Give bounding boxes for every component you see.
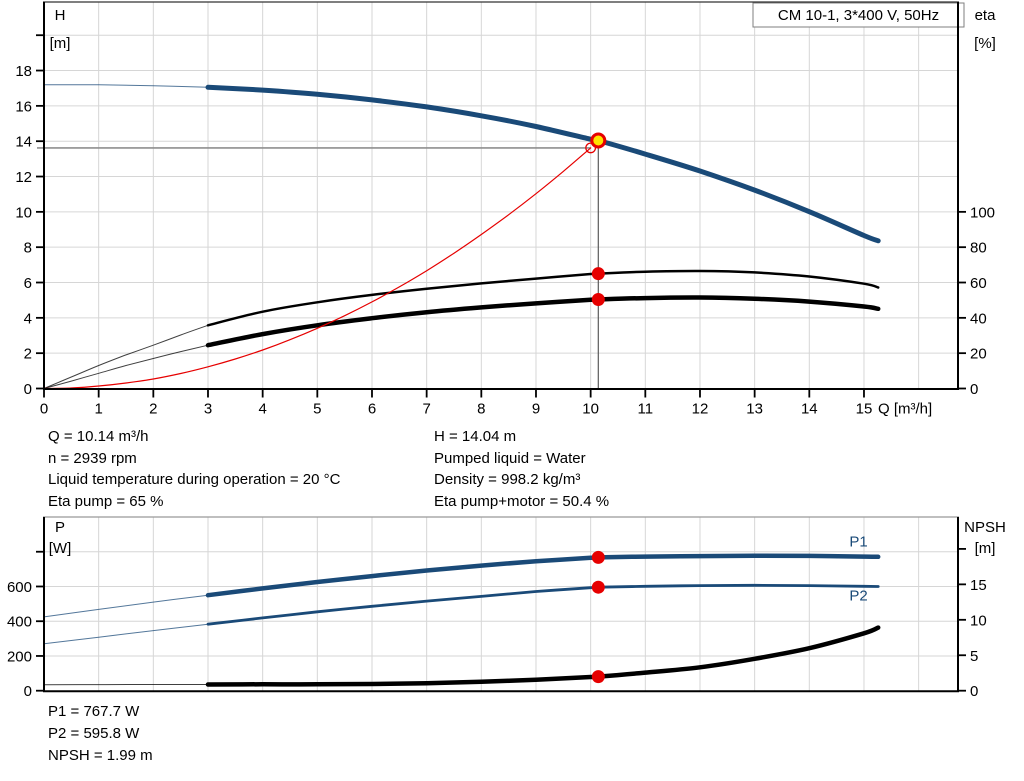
x-tick-label: 10 bbox=[582, 401, 599, 418]
y-left-tick-label: 0 bbox=[24, 683, 32, 700]
y-right-tick-label: 80 bbox=[970, 240, 987, 257]
x-tick-label: 14 bbox=[801, 401, 818, 418]
x-tick-label: 2 bbox=[149, 401, 157, 418]
duty-head-text: H = 14.04 m bbox=[434, 428, 517, 445]
pump-title: CM 10-1, 3*400 V, 50Hz bbox=[778, 7, 939, 24]
p1-point bbox=[591, 550, 605, 564]
x-tick-label: 12 bbox=[692, 401, 709, 418]
eta-pump-curve-thin bbox=[43, 324, 209, 389]
y-left-tick-label: 12 bbox=[15, 169, 32, 186]
duty-flow-text: Q = 10.14 m³/h bbox=[48, 428, 149, 445]
power-info: P1 = 767.7 W P2 = 595.8 W NPSH = 1.99 m bbox=[48, 701, 153, 767]
y-right-tick-label: 0 bbox=[970, 381, 978, 398]
eta-pump-point bbox=[591, 267, 605, 281]
duty-point[interactable] bbox=[590, 132, 607, 149]
eta-pump-motor-curve-thin bbox=[43, 344, 209, 389]
y-right-tick-label: 0 bbox=[970, 683, 978, 700]
y-right-axis-label: eta bbox=[975, 7, 997, 24]
y-right-tick-label: 5 bbox=[970, 648, 978, 665]
eta-pump-text: Eta pump = 65 % bbox=[48, 493, 164, 511]
y-left-axis-unit: [m] bbox=[50, 35, 71, 52]
y-left-tick-label: 18 bbox=[15, 63, 32, 80]
p1-curve bbox=[205, 553, 881, 598]
p1-value-text: P1 = 767.7 W bbox=[48, 703, 140, 720]
p2-curve bbox=[206, 583, 880, 626]
y-left-tick-label: 2 bbox=[24, 346, 32, 363]
y-left-tick-label: 8 bbox=[24, 240, 32, 257]
x-tick-label: 15 bbox=[856, 401, 873, 418]
npsh-point bbox=[591, 670, 605, 684]
hq-eta-chart: CM 10-1, 3*400 V, 50Hz024681012141618020… bbox=[15, 1, 997, 418]
p1-curve-thin bbox=[43, 594, 209, 618]
p2-value-text: P2 = 595.8 W bbox=[48, 725, 140, 742]
density-text: Density = 998.2 kg/m³ bbox=[434, 471, 581, 489]
y-right-axis-label: NPSH bbox=[964, 519, 1006, 536]
y-left-tick-label: 16 bbox=[15, 98, 32, 115]
y-left-tick-label: 200 bbox=[7, 648, 32, 665]
y-right-axis-unit: [m] bbox=[975, 540, 996, 557]
head-curve bbox=[205, 84, 881, 244]
x-tick-label: 1 bbox=[94, 401, 102, 418]
x-tick-label: 7 bbox=[422, 401, 430, 418]
p2-point bbox=[591, 580, 605, 594]
x-tick-label: 9 bbox=[532, 401, 540, 418]
p2-curve-thin bbox=[43, 623, 209, 645]
y-left-tick-label: 400 bbox=[7, 614, 32, 631]
series-label-p2: P2 bbox=[849, 587, 867, 604]
y-right-tick-label: 10 bbox=[970, 612, 987, 629]
x-tick-label: 4 bbox=[258, 401, 266, 418]
y-right-tick-label: 60 bbox=[970, 275, 987, 292]
duty-info-left: Q = 10.14 m³/h n = 2939 rpm Liquid tempe… bbox=[48, 426, 340, 513]
y-right-tick-label: 40 bbox=[970, 310, 987, 327]
eta-pump-motor-curve bbox=[205, 295, 881, 348]
x-tick-label: 5 bbox=[313, 401, 321, 418]
x-tick-label: 6 bbox=[368, 401, 376, 418]
eta-pump-motor-text: Eta pump+motor = 50.4 % bbox=[434, 493, 610, 511]
gridlines bbox=[44, 517, 958, 691]
series-label-p1: P1 bbox=[849, 534, 867, 551]
x-tick-label: 0 bbox=[40, 401, 48, 418]
duty-info-right: H = 14.04 m Pumped liquid = Water Densit… bbox=[434, 426, 609, 513]
y-left-axis-label: P bbox=[55, 519, 65, 536]
power-npsh-chart: P1 P2 0 200 400 600 0 5 10 15 P [W] NPSH [m] bbox=[7, 516, 1006, 700]
y-left-tick-label: 10 bbox=[15, 204, 32, 221]
npsh-curve bbox=[205, 625, 881, 687]
y-left-axis-unit: [W] bbox=[49, 540, 72, 557]
y-right-tick-label: 100 bbox=[970, 204, 995, 221]
npsh-value-text: NPSH = 1.99 m bbox=[48, 747, 153, 764]
y-left-tick-label: 4 bbox=[24, 310, 32, 327]
y-left-tick-label: 14 bbox=[15, 134, 32, 151]
system-curve bbox=[43, 147, 592, 390]
pumped-liquid-text: Pumped liquid = Water bbox=[434, 449, 586, 467]
x-tick-label: 8 bbox=[477, 401, 485, 418]
liquid-temp-text: Liquid temperature during operation = 20… bbox=[48, 471, 341, 489]
head-curve-thin bbox=[43, 84, 209, 88]
y-right-axis-unit: [%] bbox=[974, 35, 996, 52]
speed-text: n = 2939 rpm bbox=[48, 449, 137, 467]
x-tick-label: 3 bbox=[204, 401, 212, 418]
y-left-tick-label: 600 bbox=[7, 579, 32, 596]
pump-title-box bbox=[752, 2, 965, 28]
y-left-tick-label: 0 bbox=[24, 381, 32, 398]
eta-pump-curve bbox=[206, 269, 880, 327]
y-left-tick-label: 6 bbox=[24, 275, 32, 292]
y-right-tick-label: 15 bbox=[970, 577, 987, 594]
x-axis-label: Q [m³/h] bbox=[878, 401, 932, 418]
y-right-tick-label: 20 bbox=[970, 346, 987, 363]
gridlines bbox=[44, 2, 958, 389]
y-left-axis-label: H bbox=[55, 7, 66, 24]
eta-pump-motor-point bbox=[591, 292, 605, 306]
x-tick-label: 11 bbox=[638, 401, 654, 418]
x-tick-label: 13 bbox=[746, 401, 763, 418]
